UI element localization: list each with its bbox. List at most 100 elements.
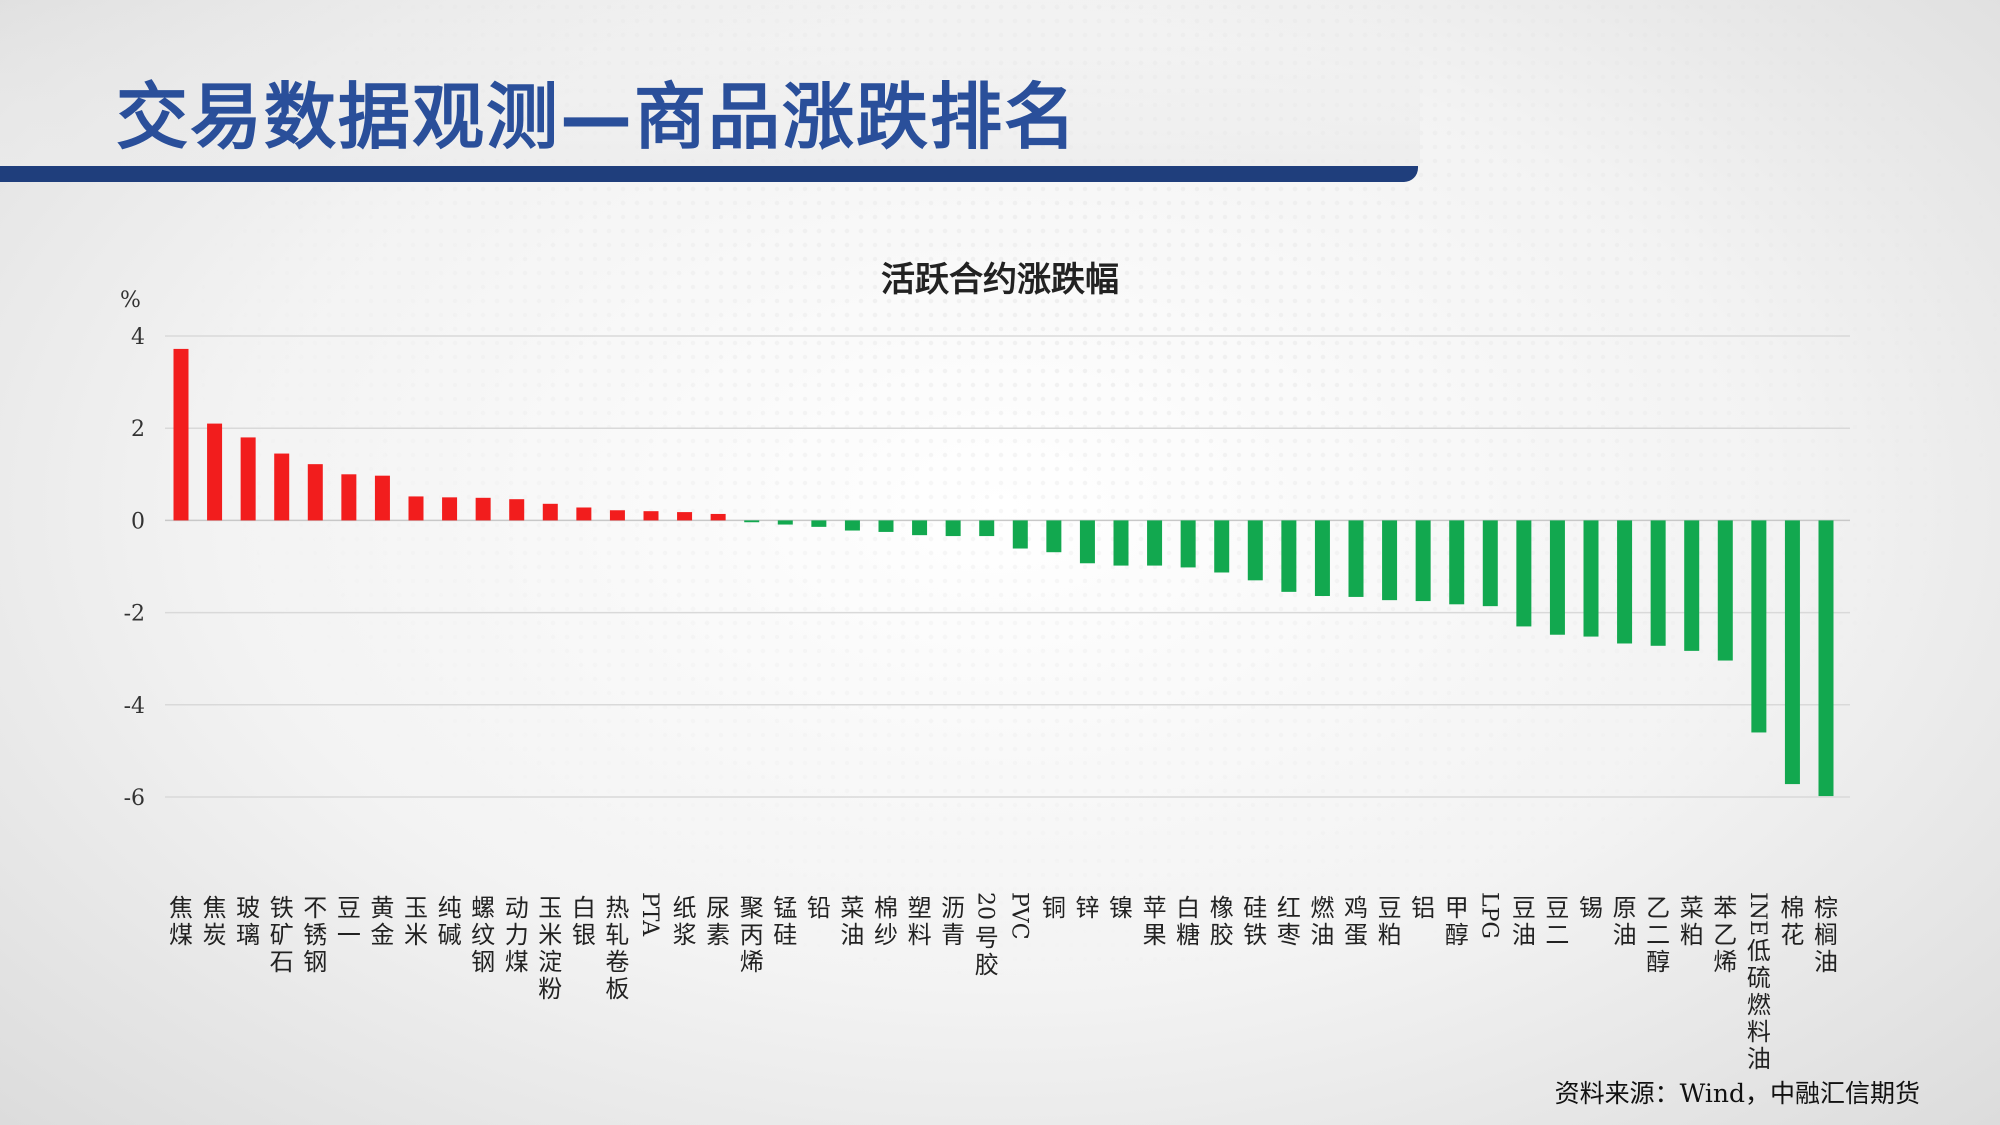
svg-text:焦: 焦 (169, 894, 193, 922)
svg-text:料: 料 (908, 921, 932, 949)
y-tick-label: 2 (131, 417, 145, 442)
category-label: 锡 (1579, 894, 1603, 922)
svg-text:银: 银 (572, 921, 596, 949)
category-label: 玻璃 (236, 894, 260, 949)
category-label: 沥青 (941, 894, 965, 949)
category-label: 硅铁 (1243, 894, 1267, 949)
svg-text:矿: 矿 (270, 921, 294, 949)
bar (744, 520, 760, 523)
svg-text:塑: 塑 (908, 894, 932, 922)
svg-text:原: 原 (1613, 894, 1637, 922)
svg-text:素: 素 (706, 921, 730, 949)
svg-text:棉: 棉 (1780, 894, 1804, 922)
bar (1717, 520, 1733, 661)
svg-text:碱: 碱 (438, 921, 462, 949)
svg-text:锰: 锰 (773, 894, 797, 922)
svg-text:炭: 炭 (203, 921, 227, 949)
category-label: 棕榈油 (1814, 894, 1838, 976)
svg-text:米: 米 (404, 921, 428, 949)
category-label: 豆二 (1545, 894, 1569, 949)
category-label: 螺纹钢 (471, 894, 495, 976)
svg-text:铜: 铜 (1042, 894, 1066, 922)
svg-text:锌: 锌 (1075, 894, 1099, 922)
svg-text:低: 低 (1747, 937, 1771, 965)
bar (475, 497, 491, 521)
page-title: 交易数据观测—商品涨跌排名 (116, 75, 1079, 159)
svg-text:菜: 菜 (1680, 894, 1704, 922)
category-label: 塑料 (908, 894, 932, 949)
category-label: 铝 (1411, 894, 1435, 922)
svg-text:米: 米 (538, 921, 562, 949)
bar (945, 520, 961, 537)
svg-text:燃: 燃 (1310, 894, 1334, 922)
category-label: 原油 (1613, 894, 1637, 949)
svg-text:烯: 烯 (740, 948, 764, 976)
category-label: 玉米 (404, 894, 428, 949)
category-label: 纯碱 (438, 894, 462, 949)
bar (576, 507, 592, 521)
svg-text:榈: 榈 (1814, 921, 1838, 949)
source-note: 资料来源：Wind，中融汇信期货 (1554, 1079, 1920, 1108)
y-tick-label: -6 (124, 786, 145, 811)
svg-text:燃: 燃 (1747, 991, 1771, 1019)
chart-title: 活跃合约涨跌幅 (881, 260, 1119, 300)
svg-text:粕: 粕 (1680, 921, 1704, 949)
svg-text:橡: 橡 (1210, 894, 1234, 922)
bar (1147, 520, 1163, 566)
bar (643, 511, 659, 521)
category-label: 菜粕 (1680, 894, 1704, 949)
svg-text:豆: 豆 (1512, 894, 1536, 922)
bar (240, 437, 256, 521)
svg-text:糖: 糖 (1176, 921, 1200, 949)
bar (844, 520, 860, 531)
svg-text:枣: 枣 (1277, 921, 1301, 949)
gridlines (165, 335, 1850, 798)
category-label: LPG (1476, 892, 1501, 939)
svg-text:玻: 玻 (236, 894, 260, 922)
y-axis-ticks: 4 2 0 -2 -4 -6 (124, 325, 145, 811)
category-label: 铜 (1042, 894, 1066, 922)
bar (1818, 520, 1834, 797)
bar (274, 453, 290, 521)
category-label: 豆粕 (1378, 894, 1402, 949)
bar (173, 348, 189, 521)
svg-text:硫: 硫 (1747, 964, 1771, 992)
bar (374, 475, 390, 521)
svg-text:尿: 尿 (706, 894, 730, 922)
svg-text:锡: 锡 (1579, 894, 1603, 922)
category-label: 聚丙烯 (740, 894, 764, 976)
bar (1684, 520, 1700, 651)
svg-text:卷: 卷 (605, 948, 629, 976)
category-label: 红枣 (1277, 894, 1301, 949)
svg-text:纯: 纯 (438, 894, 462, 922)
category-label: 铁矿石 (270, 894, 294, 976)
category-label: PVC (1006, 892, 1031, 940)
bar (1281, 520, 1297, 592)
category-label: 苯乙烯 (1713, 894, 1737, 976)
svg-text:钢: 钢 (471, 948, 495, 976)
svg-text:粉: 粉 (538, 975, 562, 1003)
bar (1314, 520, 1330, 597)
svg-text:LPG: LPG (1476, 892, 1501, 939)
bar (878, 520, 894, 532)
category-label: 镍 (1109, 894, 1133, 922)
bar (1214, 520, 1230, 573)
svg-text:聚: 聚 (740, 894, 764, 922)
bar (509, 499, 525, 521)
bar (1382, 520, 1398, 601)
category-label: 白银 (572, 894, 596, 949)
bar (1549, 520, 1565, 635)
svg-text:青: 青 (941, 921, 965, 949)
svg-text:二: 二 (1545, 921, 1569, 949)
svg-text:硅: 硅 (773, 921, 797, 949)
bar (307, 464, 323, 521)
svg-text:醇: 醇 (1445, 921, 1469, 949)
bar (1449, 520, 1465, 605)
svg-text:胶: 胶 (1210, 921, 1234, 949)
y-tick-label: 0 (131, 509, 145, 534)
bar (1617, 520, 1633, 644)
svg-text:铁: 铁 (270, 894, 294, 922)
svg-text:玉: 玉 (404, 894, 428, 922)
